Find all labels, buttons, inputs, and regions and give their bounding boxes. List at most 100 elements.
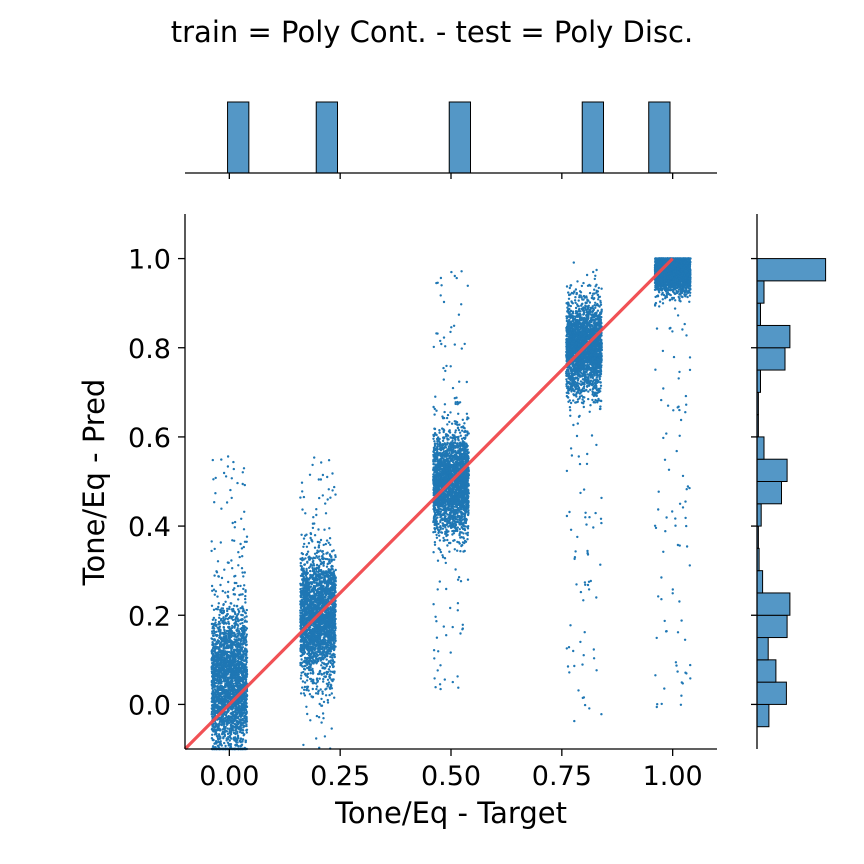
scatter-point [319, 659, 322, 662]
scatter-point [240, 705, 243, 708]
scatter-point [213, 547, 216, 551]
scatter-point [219, 685, 222, 688]
scatter-point [241, 471, 244, 474]
scatter-point [244, 612, 247, 615]
scatter-point [230, 559, 233, 562]
scatter-point [243, 584, 246, 587]
scatter-point [322, 700, 326, 704]
scatter-point [214, 721, 217, 725]
scatter-point [319, 588, 322, 591]
scatter-point [300, 568, 303, 571]
scatter-point [223, 717, 227, 720]
scatter-point [323, 648, 326, 651]
scatter-point [299, 677, 303, 680]
scatter-point [233, 643, 236, 646]
scatter-point [217, 697, 220, 700]
scatter-point [302, 743, 305, 747]
scatter-point [224, 670, 228, 674]
scatter-point [331, 663, 334, 666]
scatter-point [319, 562, 323, 566]
scatter-point [327, 488, 330, 491]
scatter-point [238, 711, 241, 714]
scatter-point [319, 625, 323, 629]
scatter-point [236, 651, 240, 654]
scatter-point [231, 660, 234, 664]
scatter-point [219, 541, 222, 544]
scatter-point [241, 655, 244, 658]
scatter-point [311, 540, 314, 543]
scatter-point [211, 674, 214, 678]
scatter-point [231, 539, 234, 542]
top-hist-bar [648, 101, 671, 174]
scatter-point [224, 632, 228, 635]
scatter-point [223, 741, 226, 745]
scatter-point [243, 675, 246, 678]
scatter-point [312, 516, 315, 519]
scatter-point [235, 725, 239, 728]
scatter-point [242, 632, 245, 636]
scatter-point [240, 517, 243, 520]
scatter-point [218, 616, 221, 619]
scatter-point [210, 692, 214, 695]
scatter-point [240, 714, 244, 717]
scatter-point [233, 539, 236, 542]
scatter-point [233, 652, 237, 655]
scatter-point [225, 680, 228, 683]
scatter-point [302, 575, 305, 579]
scatter-point [325, 565, 329, 568]
scatter-point [239, 584, 242, 588]
scatter-point [212, 634, 215, 638]
scatter-point [223, 628, 226, 632]
scatter-point [236, 722, 239, 726]
scatter-point [302, 571, 305, 575]
scatter-point [244, 739, 247, 742]
scatter-point [333, 625, 337, 629]
scatter-point [210, 540, 213, 543]
scatter-point [236, 617, 239, 621]
scatter-point [235, 707, 238, 710]
scatter-point [214, 699, 217, 702]
scatter-point [308, 668, 311, 672]
scatter-point [211, 589, 214, 592]
scatter-point [324, 675, 328, 678]
scatter-point [212, 707, 216, 710]
scatter-point [237, 704, 241, 708]
scatter-point [236, 614, 239, 617]
scatter-point [245, 659, 248, 663]
scatter-point [214, 696, 217, 699]
scatter-point [217, 602, 220, 605]
scatter-point [308, 631, 311, 635]
scatter-point [232, 682, 235, 686]
scatter-point [324, 557, 328, 561]
scatter-point [312, 556, 315, 559]
scatter-point [322, 653, 326, 656]
scatter-point [232, 711, 235, 714]
scatter-point [299, 606, 303, 610]
scatter-point [320, 640, 324, 644]
scatter-point [230, 707, 233, 711]
scatter-point [245, 704, 248, 707]
scatter-point [329, 496, 332, 499]
scatter-point [238, 721, 242, 725]
scatter-point [216, 560, 220, 563]
scatter-point [240, 712, 243, 715]
scatter-point [236, 584, 240, 588]
scatter-point [218, 702, 222, 705]
scatter-point [212, 686, 215, 689]
scatter-point [326, 698, 329, 702]
scatter-point [211, 696, 214, 699]
scatter-point [229, 736, 232, 739]
scatter-point [215, 630, 218, 633]
scatter-point [245, 695, 248, 698]
scatter-point [302, 537, 306, 540]
right-marginal-histogram [751, 214, 827, 749]
scatter-point [219, 633, 222, 636]
scatter-point [216, 737, 220, 740]
scatter-point [327, 459, 331, 462]
scatter-point [311, 687, 314, 691]
scatter-point [239, 740, 242, 744]
scatter-point [226, 727, 229, 730]
scatter-point [221, 631, 225, 635]
scatter-point [219, 678, 223, 681]
scatter-point [217, 669, 221, 672]
